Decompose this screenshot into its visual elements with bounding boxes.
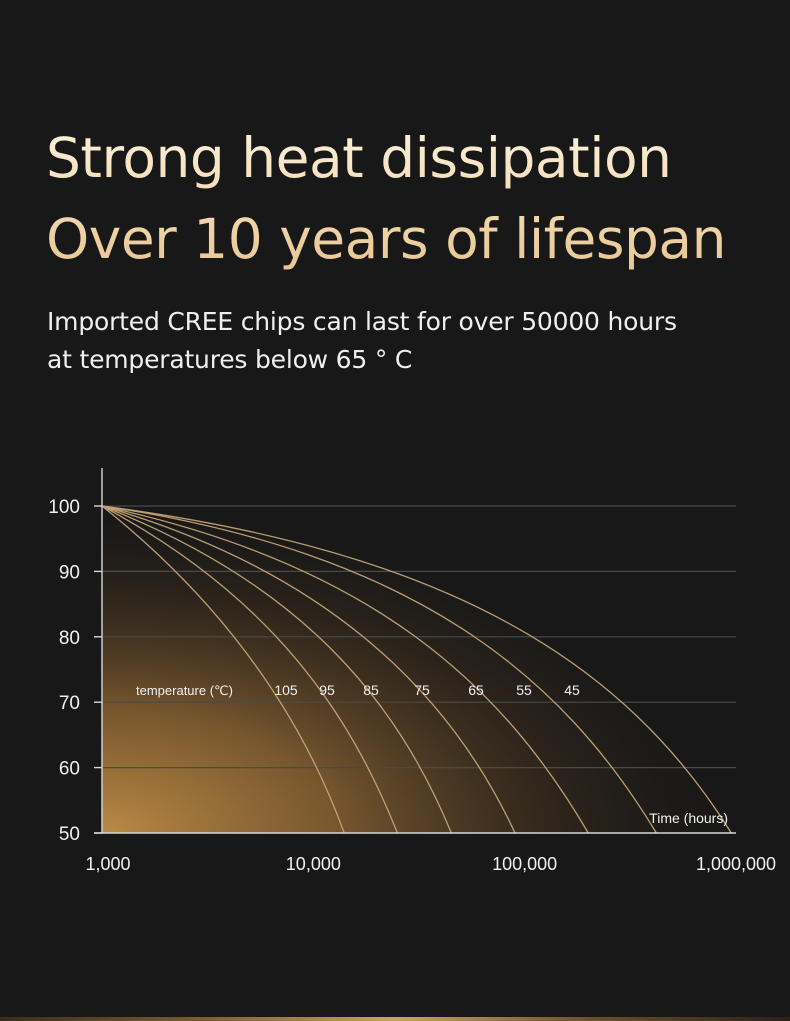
curve-45: [101, 505, 732, 834]
y-tick-label-80: 80: [59, 628, 80, 649]
x-tick-labels: 1,000 10,000 100,000 1,000,000: [85, 854, 776, 874]
y-tick-label-90: 90: [59, 562, 80, 583]
curve-85: [101, 505, 452, 834]
y-tick-label-70: 70: [59, 693, 80, 714]
y-tick-label-50: 50: [59, 824, 80, 845]
y-tick-labels: 100 90 80 70 60 50: [48, 497, 102, 845]
series-label-45: 45: [564, 682, 580, 698]
legend-title: temperature (℃): [136, 683, 233, 698]
curve-65: [101, 505, 589, 834]
bottom-decor-strip: [0, 1017, 790, 1021]
x-axis-label: Time (hours): [649, 810, 728, 826]
x-tick-label-2: 100,000: [492, 854, 557, 874]
curve-55: [101, 505, 657, 834]
curve-75: [101, 505, 516, 834]
axes: [94, 468, 736, 834]
headline: Strong heat dissipation Over 10 years of…: [46, 118, 726, 280]
subtitle-line-2: at temperatures below 65 ° C: [47, 345, 413, 374]
series-label-55: 55: [516, 682, 532, 698]
subtitle-line-1: Imported CREE chips can last for over 50…: [47, 307, 677, 336]
series-label-85: 85: [363, 682, 379, 698]
lifespan-chart: 100 90 80 70 60 50 1,000 10,000 100,000 1,000,00…: [48, 468, 776, 874]
series-labels: temperature (℃) Time (hours) 105 95 85 75 65…: [136, 682, 728, 826]
subtitle: Imported CREE chips can last for over 50…: [47, 303, 677, 379]
series-label-65: 65: [468, 682, 484, 698]
curve-95: [101, 505, 399, 834]
headline-line-1: Strong heat dissipation: [46, 126, 672, 190]
headline-line-2: Over 10 years of lifespan: [46, 207, 726, 271]
series-label-75: 75: [414, 682, 430, 698]
curve-105: [101, 505, 345, 834]
y-tick-label-60: 60: [59, 759, 80, 780]
warm-area-fill: [102, 506, 732, 833]
series-label-105: 105: [274, 682, 298, 698]
grid-lines: [102, 505, 736, 769]
x-tick-label-1: 10,000: [286, 854, 341, 874]
x-tick-label-3: 1,000,000: [696, 854, 776, 874]
series-label-95: 95: [319, 682, 335, 698]
x-tick-label-0: 1,000: [85, 854, 130, 874]
temperature-curves: [101, 505, 732, 834]
y-tick-label-100: 100: [48, 497, 80, 518]
